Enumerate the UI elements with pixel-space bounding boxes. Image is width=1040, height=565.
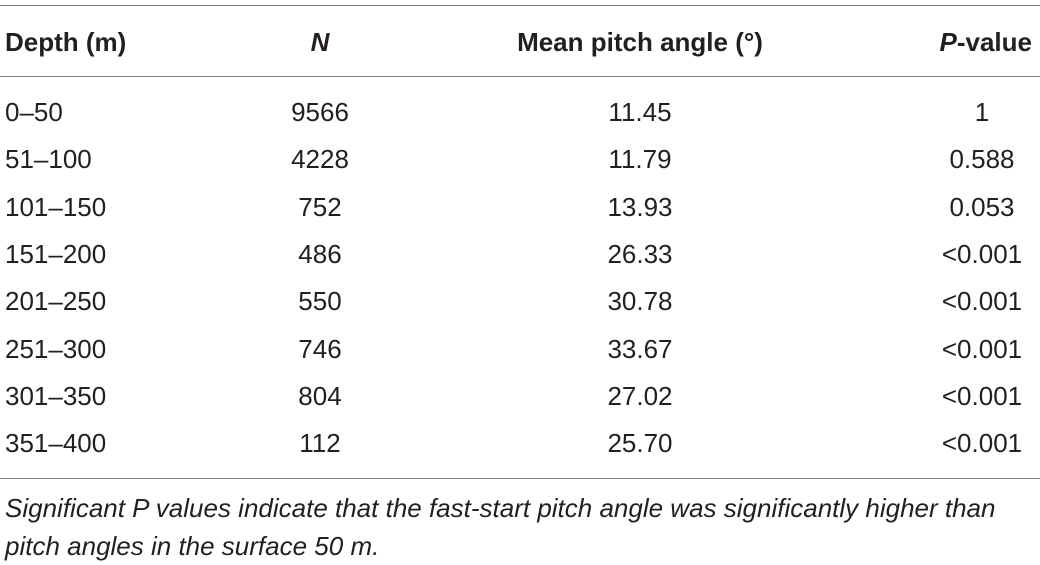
table-cell: 251–300: [5, 333, 107, 364]
table-cell: 486: [298, 238, 342, 269]
table-cell: 101–150: [5, 191, 107, 222]
table-cell: <0.001: [941, 333, 1023, 364]
table-cell: 804: [298, 380, 342, 411]
table-cell: 1: [974, 97, 990, 127]
table-cell: 351–400: [5, 428, 107, 459]
table-cell: 30.78: [607, 286, 673, 317]
table-cell: 11.79: [608, 144, 672, 175]
column-header: N: [310, 27, 330, 57]
table-cell: 301–350: [5, 380, 107, 411]
table-cell: <0.001: [941, 286, 1023, 317]
table-cell: 201–250: [5, 286, 107, 317]
table-cell: 112: [299, 428, 341, 459]
table-cell: 27.02: [607, 380, 673, 411]
top-rule: [0, 5, 1040, 6]
column-header: P-value: [939, 27, 1033, 57]
table-cell: 25.70: [607, 428, 673, 459]
table-cell: 51–100: [5, 144, 92, 175]
table-cell: 746: [298, 333, 342, 364]
header-rule: [0, 76, 1040, 77]
table-cell: <0.001: [941, 428, 1023, 459]
table-cell: 13.93: [607, 191, 673, 222]
table-cell: <0.001: [941, 238, 1023, 269]
table-cell: 752: [298, 191, 342, 222]
table-cell: 26.33: [607, 238, 673, 269]
table-cell: 0.053: [949, 191, 1015, 222]
column-header: Depth (m): [5, 27, 127, 57]
table-cell: 0–50: [5, 97, 63, 127]
column-header: Mean pitch angle (°): [517, 27, 763, 57]
table-cell: 550: [298, 286, 342, 317]
bottom-rule: [0, 478, 1040, 479]
table-cell: 11.45: [608, 97, 672, 127]
table-cell: 151–200: [5, 238, 107, 269]
footnote: Significant P values indicate that the f…: [5, 493, 996, 561]
table-cell: 0.588: [949, 144, 1015, 175]
table-cell: 33.67: [607, 333, 673, 364]
table-cell: <0.001: [941, 380, 1023, 411]
table-cell: 4228: [291, 144, 349, 175]
table-cell: 9566: [291, 97, 349, 127]
